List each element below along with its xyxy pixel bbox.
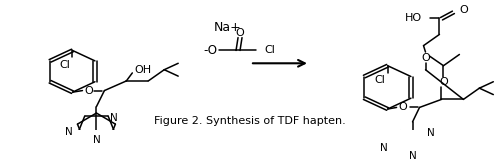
- Text: Cl: Cl: [374, 75, 385, 85]
- Text: N: N: [110, 113, 118, 123]
- Text: Na+: Na+: [214, 21, 242, 34]
- Text: Figure 2. Synthesis of TDF hapten.: Figure 2. Synthesis of TDF hapten.: [154, 116, 346, 126]
- Text: HO: HO: [404, 13, 421, 23]
- Text: N: N: [92, 135, 100, 145]
- Text: Cl: Cl: [59, 60, 70, 70]
- Text: Cl: Cl: [264, 45, 275, 55]
- Text: -O: -O: [203, 44, 217, 57]
- Text: O: O: [398, 102, 407, 112]
- Text: O: O: [421, 53, 430, 63]
- Text: N: N: [408, 151, 416, 161]
- Text: O: O: [439, 77, 448, 87]
- Text: N: N: [64, 128, 72, 137]
- Text: O: O: [84, 86, 93, 96]
- Text: OH: OH: [134, 65, 152, 75]
- Text: N: N: [380, 143, 388, 153]
- Text: N: N: [427, 128, 434, 138]
- Text: O: O: [236, 28, 244, 38]
- Text: O: O: [460, 5, 468, 15]
